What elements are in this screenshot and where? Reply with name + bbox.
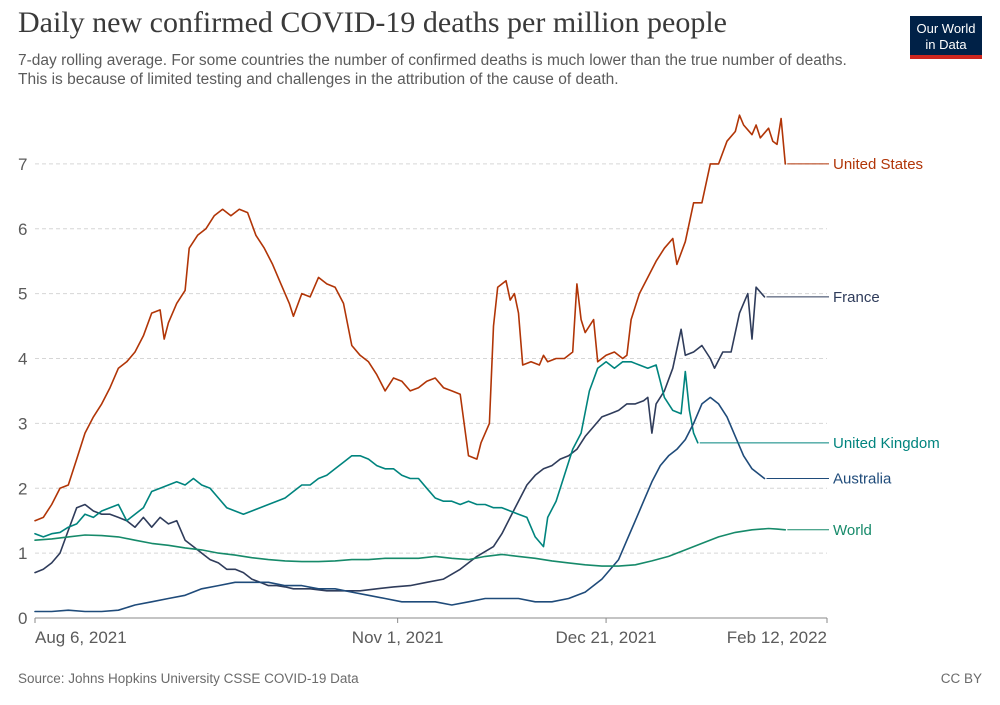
logo-line-2: in Data (925, 37, 967, 52)
x-tick-label: Feb 12, 2022 (727, 628, 827, 647)
series-line-france (34, 286, 766, 592)
series-line-united-states (34, 114, 787, 522)
y-tick-label: 5 (18, 285, 27, 304)
gridlines (35, 163, 827, 554)
chart-title: Daily new confirmed COVID-19 deaths per … (18, 6, 727, 39)
y-tick-label: 3 (18, 414, 27, 433)
chart-subtitle: 7-day rolling average. For some countrie… (18, 52, 847, 88)
y-tick-label: 7 (18, 155, 27, 174)
series-line-world (34, 527, 787, 567)
chart-series (34, 114, 787, 613)
x-axis: Aug 6, 2021 Nov 1, 2021 Dec 21, 2021 Feb 12… (34, 617, 828, 647)
series-line-australia (34, 396, 766, 613)
license-link[interactable]: CC BY (940, 671, 982, 686)
x-tick-label: Dec 21, 2021 (556, 628, 657, 647)
y-tick-label: 0 (18, 609, 27, 628)
source-note: Source: Johns Hopkins University CSSE CO… (18, 671, 359, 686)
series-label-france: France (833, 289, 880, 306)
y-tick-label: 2 (18, 479, 27, 498)
y-tick-label: 4 (18, 350, 27, 369)
y-tick-label: 6 (18, 220, 27, 239)
y-tick-label: 1 (18, 544, 27, 563)
series-labels: United States France United Kingdom Austral… (699, 156, 940, 539)
series-label-australia: Australia (833, 471, 892, 488)
series-label-united-states: United States (833, 156, 923, 173)
x-tick-label: Nov 1, 2021 (352, 628, 444, 647)
x-tick-label: Aug 6, 2021 (35, 628, 127, 647)
series-label-world: World (833, 522, 872, 539)
owid-logo[interactable]: Our World in Data (910, 16, 982, 59)
series-line-united-kingdom (34, 361, 699, 548)
series-label-united-kingdom: United Kingdom (833, 435, 940, 452)
logo-line-1: Our World (916, 21, 976, 36)
y-axis-ticks: 0 1 2 3 4 5 6 7 (18, 155, 27, 628)
